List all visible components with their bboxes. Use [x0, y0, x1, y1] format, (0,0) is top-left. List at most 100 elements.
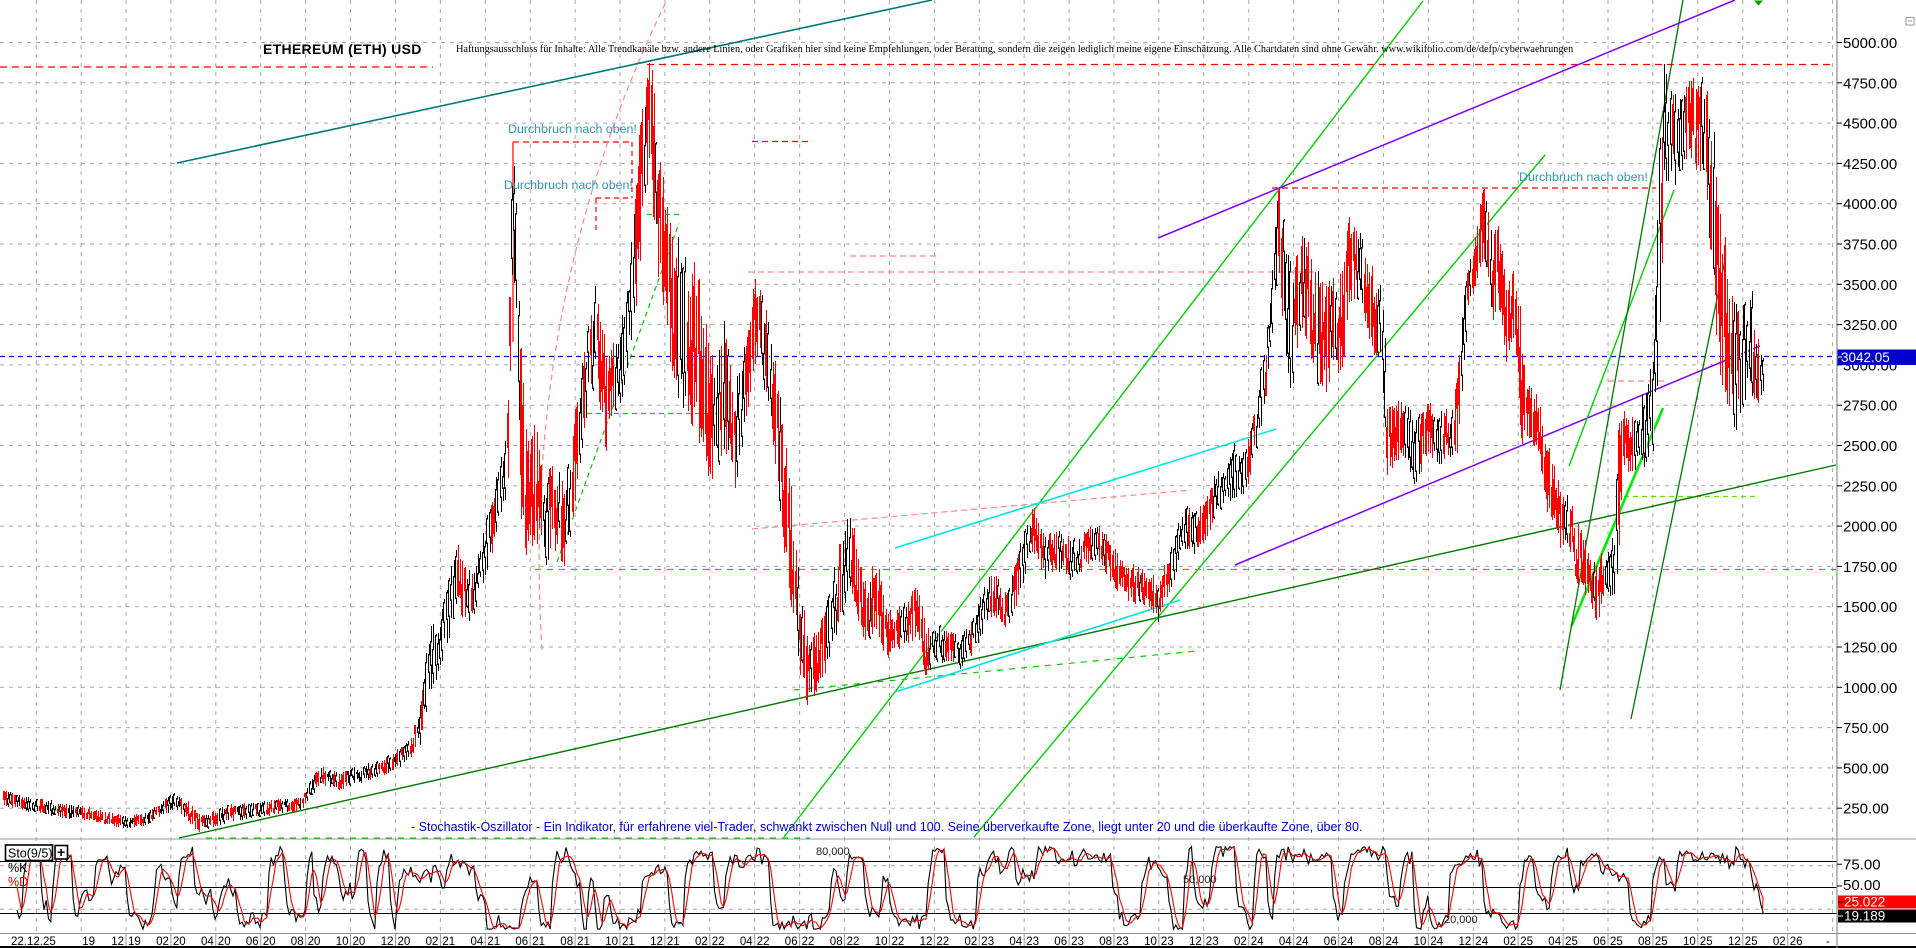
svg-text:20: 20: [398, 936, 411, 948]
svg-text:08: 08: [1369, 936, 1382, 948]
svg-text:06: 06: [1324, 936, 1337, 948]
svg-text:Haftungsausschluss für Inhalte: Haftungsausschluss für Inhalte: Alle Tre…: [456, 44, 1573, 55]
svg-text:02: 02: [426, 936, 439, 948]
svg-text:22.12.25: 22.12.25: [11, 936, 56, 948]
svg-text:4250.00: 4250.00: [1843, 156, 1897, 173]
svg-text:250.00: 250.00: [1843, 801, 1889, 818]
svg-text:19.189: 19.189: [1844, 909, 1885, 924]
svg-text:12: 12: [1189, 936, 1202, 948]
svg-text:25: 25: [1520, 936, 1533, 948]
svg-text:2250.00: 2250.00: [1843, 478, 1897, 495]
svg-text:3042.05: 3042.05: [1841, 350, 1890, 365]
svg-text:10: 10: [605, 936, 618, 948]
svg-text:1750.00: 1750.00: [1843, 559, 1897, 576]
svg-text:24: 24: [1296, 936, 1309, 948]
svg-text:23: 23: [1071, 936, 1084, 948]
svg-text:23: 23: [1026, 936, 1039, 948]
svg-text:25: 25: [1745, 936, 1758, 948]
svg-text:12: 12: [381, 936, 394, 948]
svg-text:08: 08: [1638, 936, 1651, 948]
svg-text:24: 24: [1475, 936, 1488, 948]
svg-text:19: 19: [82, 936, 95, 948]
svg-text:+: +: [57, 844, 65, 860]
svg-text:4500.00: 4500.00: [1843, 116, 1897, 133]
svg-text:Durchbruch nach oben!: Durchbruch nach oben!: [504, 178, 633, 192]
svg-text:23: 23: [1206, 936, 1219, 948]
svg-text:5000.00: 5000.00: [1843, 35, 1897, 52]
svg-text:06: 06: [515, 936, 528, 948]
svg-text:3250.00: 3250.00: [1843, 317, 1897, 334]
svg-text:24: 24: [1430, 936, 1443, 948]
svg-text:1250.00: 1250.00: [1843, 640, 1897, 657]
svg-text:06: 06: [785, 936, 798, 948]
svg-text:750.00: 750.00: [1843, 720, 1889, 737]
svg-text:20,000: 20,000: [1444, 914, 1478, 926]
svg-text:22: 22: [712, 936, 725, 948]
svg-text:22: 22: [847, 936, 860, 948]
svg-text:06: 06: [1593, 936, 1606, 948]
svg-text:12: 12: [1728, 936, 1741, 948]
svg-text:23: 23: [981, 936, 994, 948]
svg-text:- Stochastik-Oszillator - Ein: - Stochastik-Oszillator - Ein Indikator,…: [411, 820, 1362, 834]
svg-text:23: 23: [1161, 936, 1174, 948]
svg-text:22: 22: [892, 936, 905, 948]
svg-text:1000.00: 1000.00: [1843, 680, 1897, 697]
svg-text:08: 08: [291, 936, 304, 948]
svg-text:75.00: 75.00: [1843, 857, 1881, 874]
svg-text:-: -: [1826, 936, 1830, 948]
svg-text:25: 25: [1700, 936, 1713, 948]
svg-text:04: 04: [740, 936, 753, 948]
svg-text:02: 02: [1773, 936, 1786, 948]
svg-text:21: 21: [622, 936, 635, 948]
svg-text:22: 22: [757, 936, 770, 948]
svg-text:10: 10: [875, 936, 888, 948]
svg-text:25: 25: [1655, 936, 1668, 948]
svg-text:20: 20: [218, 936, 231, 948]
svg-text:23: 23: [1116, 936, 1129, 948]
svg-text:06: 06: [246, 936, 259, 948]
svg-text:21: 21: [667, 936, 680, 948]
svg-text:26: 26: [1790, 936, 1803, 948]
svg-text:24: 24: [1341, 936, 1354, 948]
svg-text:04: 04: [1548, 936, 1561, 948]
svg-text:02: 02: [156, 936, 169, 948]
svg-text:04: 04: [471, 936, 484, 948]
svg-text:2500.00: 2500.00: [1843, 438, 1897, 455]
svg-text:4750.00: 4750.00: [1843, 75, 1897, 92]
svg-text:500.00: 500.00: [1843, 760, 1889, 777]
svg-text:10: 10: [1144, 936, 1157, 948]
svg-text:22: 22: [936, 936, 949, 948]
svg-text:24: 24: [1251, 936, 1264, 948]
svg-text:04: 04: [1009, 936, 1022, 948]
svg-text:21: 21: [442, 936, 455, 948]
svg-text:25: 25: [1610, 936, 1623, 948]
svg-text:24: 24: [1386, 936, 1399, 948]
svg-text:%K: %K: [8, 861, 28, 875]
svg-text:21: 21: [577, 936, 590, 948]
svg-text:Durchbruch nach oben!: Durchbruch nach oben!: [1519, 170, 1648, 184]
svg-text:02: 02: [1503, 936, 1516, 948]
svg-text:04: 04: [1279, 936, 1292, 948]
svg-text:12: 12: [1459, 936, 1472, 948]
svg-text:21: 21: [487, 936, 500, 948]
svg-text:04: 04: [201, 936, 214, 948]
svg-text:Durchbruch nach oben!: Durchbruch nach oben!: [508, 122, 637, 136]
svg-text:02: 02: [695, 936, 708, 948]
svg-text:08: 08: [1099, 936, 1112, 948]
svg-text:08: 08: [560, 936, 573, 948]
svg-text:1500.00: 1500.00: [1843, 599, 1897, 616]
svg-text:3500.00: 3500.00: [1843, 277, 1897, 294]
svg-text:02: 02: [1234, 936, 1247, 948]
svg-text:50,000: 50,000: [1183, 874, 1217, 886]
svg-text:25.022: 25.022: [1844, 895, 1885, 910]
svg-text:80,000: 80,000: [816, 846, 850, 858]
svg-text:10: 10: [1683, 936, 1696, 948]
svg-text:50.00: 50.00: [1843, 877, 1881, 894]
svg-text:20: 20: [308, 936, 321, 948]
svg-text:20: 20: [263, 936, 276, 948]
svg-text:2000.00: 2000.00: [1843, 519, 1897, 536]
svg-text:20: 20: [353, 936, 366, 948]
svg-text:19: 19: [128, 936, 141, 948]
svg-text:06: 06: [1054, 936, 1067, 948]
svg-text:Sto(9/5): Sto(9/5): [8, 847, 52, 861]
